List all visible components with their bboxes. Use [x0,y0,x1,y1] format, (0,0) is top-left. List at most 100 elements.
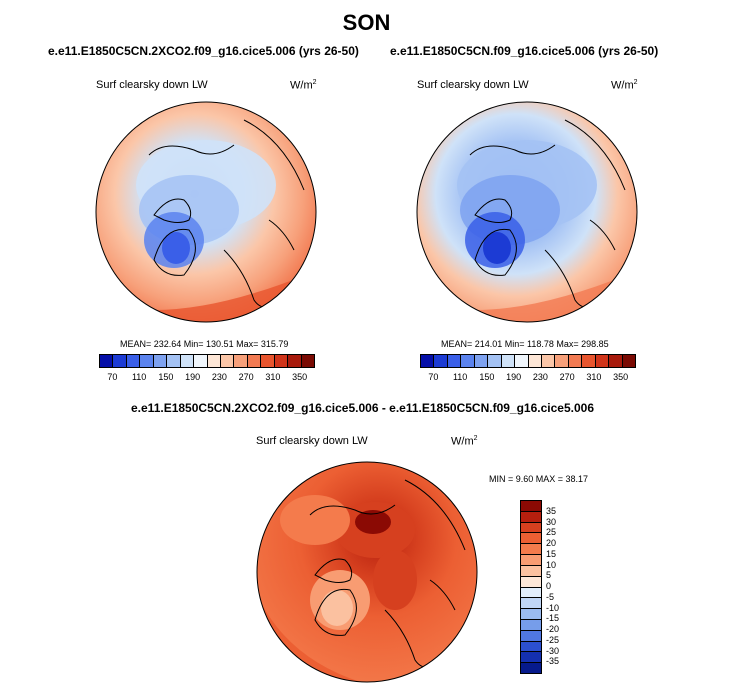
colorbar-tick-label: 20 [546,538,557,548]
colorbar-swatch [220,355,235,367]
colorbar-tick-label: -35 [546,656,560,667]
colorbar-swatch [140,355,154,367]
colorbar-tick-label: 5 [546,570,552,581]
colorbar-swatch [474,355,489,367]
colorbar-tick-label: -15 [546,613,560,624]
diff-colorbar-ticks: 35 30 25 20 15 10 5 0 -5 -10 -15 -20 -25 -30 -35 [546,500,576,672]
colorbar-swatch [568,355,583,367]
colorbar-tick-label: 110 [452,372,468,382]
colorbar-swatch [541,355,556,367]
colorbar-swatch [207,355,221,367]
panel-2-variable: Surf clearsky down LW [417,79,529,91]
colorbar-swatch [167,355,181,367]
colorbar-swatch [528,355,542,367]
colorbar-tick-label: 230 [211,372,227,382]
polar-map-1 [95,101,317,323]
colorbar-tick-label: 270 [238,372,254,382]
colorbar-tick-label: 30 [546,516,557,527]
colorbar-swatch [521,522,541,534]
colorbar-swatch [521,619,541,631]
colorbar-swatch [301,355,314,367]
colorbar-tick-label: 270 [559,372,575,382]
colorbar-tick-label: 310 [265,372,281,382]
colorbar-swatch [434,355,448,367]
colorbar-swatch [113,355,127,367]
colorbar-tick-label: -30 [546,645,560,656]
polar-map-2 [416,101,638,323]
colorbar-tick-label: 150 [158,372,174,382]
colorbar-tick-label: 150 [479,372,495,382]
diff-minmax: MIN = 9.60 MAX = 38.17 [489,474,589,484]
diff-colorbar [520,500,542,674]
colorbar-tick-label: 310 [586,372,602,382]
colorbar-tick-label: 70 [107,372,118,382]
colorbar-swatch [100,355,114,367]
colorbar-swatch [521,663,541,673]
colorbar-swatch [521,598,541,610]
colorbar-swatch [609,355,623,367]
colorbar-1 [99,354,315,368]
colorbar-swatch [234,355,248,367]
colorbar-tick-label: 230 [532,372,548,382]
panel-2-units: W/m2 [611,79,638,92]
colorbar-swatch [515,355,529,367]
colorbar-swatch [261,355,275,367]
panel-1-variable: Surf clearsky down LW [96,79,208,91]
colorbar-swatch [488,355,502,367]
panel-2-title: e.e11.E1850C5CN.f09_g16.cice5.006 (yrs 2… [390,44,659,58]
colorbar-tick-label: 0 [546,581,552,591]
colorbar-swatch [447,355,462,367]
colorbar-swatch [521,533,541,545]
colorbar-1-ticks: 70 110 150 190 230 270 310 350 [99,372,313,384]
colorbar-2-ticks: 70 110 150 190 230 270 310 350 [420,372,634,384]
colorbar-tick-label: 350 [613,372,629,382]
colorbar-tick-label: 25 [546,527,557,538]
colorbar-tick-label: -25 [546,634,560,645]
season-title: SON [342,10,391,35]
panel-1-units: W/m2 [290,79,317,92]
panel-1-stats: MEAN= 232.64 Min= 130.51 Max= 315.79 [120,339,289,349]
colorbar-swatch [521,576,541,588]
colorbar-tick-label: -20 [546,624,560,634]
colorbar-tick-label: 190 [506,372,522,382]
colorbar-swatch [288,355,302,367]
colorbar-tick-label: 35 [546,505,557,516]
colorbar-swatch [421,355,435,367]
colorbar-swatch [274,355,289,367]
colorbar-swatch [521,544,541,556]
colorbar-swatch [521,565,541,577]
colorbar-swatch [461,355,475,367]
colorbar-swatch [521,609,541,620]
colorbar-tick-label: 15 [546,548,557,559]
colorbar-swatch [595,355,610,367]
panel-2-stats: MEAN= 214.01 Min= 118.78 Max= 298.85 [441,339,609,349]
colorbar-tick-label: -10 [546,602,560,613]
colorbar-swatch [194,355,208,367]
polar-map-diff [256,461,478,683]
colorbar-tick-label: 190 [185,372,201,382]
colorbar-swatch [521,652,541,664]
colorbar-swatch [521,501,541,512]
colorbar-swatch [521,511,541,523]
diff-title: e.e11.E1850C5CN.2XCO2.f09_g16.cice5.006 … [131,401,594,415]
colorbar-swatch [622,355,635,367]
colorbar-swatch [153,355,168,367]
colorbar-tick-label: 70 [428,372,439,382]
colorbar-swatch [521,587,541,599]
colorbar-swatch [582,355,596,367]
colorbar-swatch [521,555,541,566]
colorbar-tick-label: 110 [131,372,147,382]
colorbar-swatch [501,355,516,367]
colorbar-swatch [126,355,141,367]
panel-1-title: e.e11.E1850C5CN.2XCO2.f09_g16.cice5.006 … [48,44,359,58]
colorbar-tick-label: -5 [546,591,555,602]
colorbar-swatch [521,630,541,642]
colorbar-swatch [180,355,195,367]
colorbar-tick-label: 10 [546,559,557,570]
colorbar-2 [420,354,636,368]
colorbar-swatch [555,355,569,367]
colorbar-swatch [247,355,262,367]
diff-variable: Surf clearsky down LW [256,435,368,447]
colorbar-swatch [521,641,541,653]
colorbar-tick-label: 350 [292,372,308,382]
